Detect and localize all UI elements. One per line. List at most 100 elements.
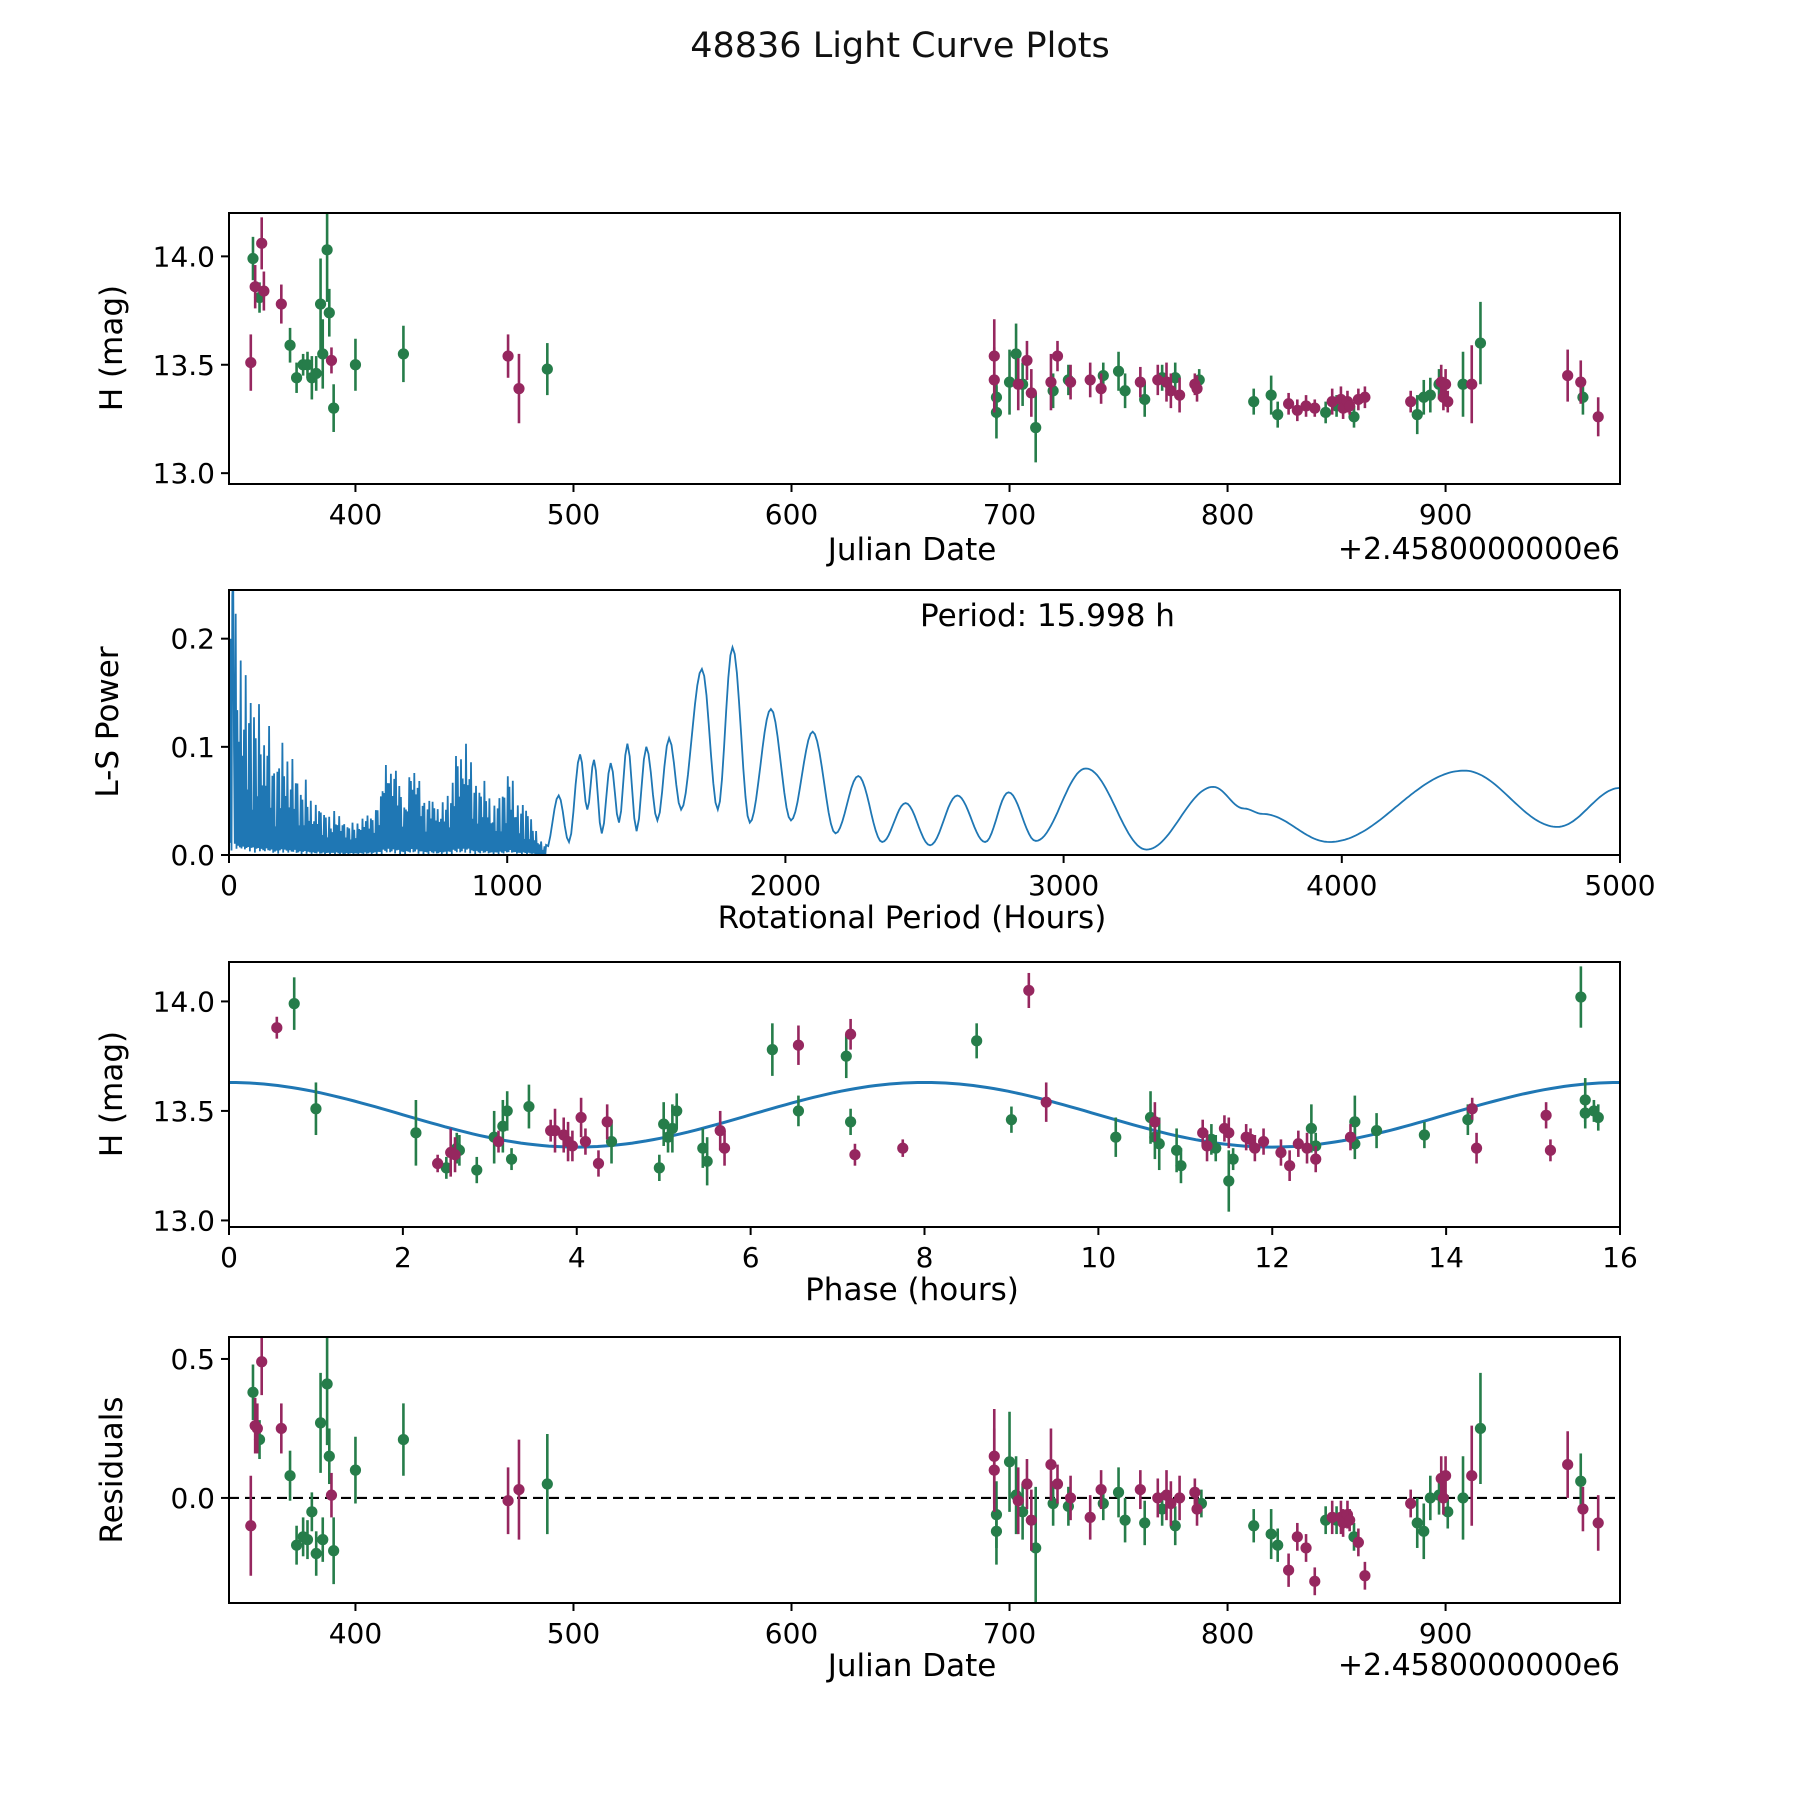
y-tick-label: 14.0: [153, 240, 215, 273]
data-point: [1021, 1478, 1033, 1490]
data-point: [290, 1539, 303, 1551]
y-tick-label: 0.1: [170, 731, 215, 764]
data-point: [1197, 1127, 1209, 1139]
x-tick-label: 400: [329, 1617, 382, 1650]
x-tick-label: 600: [765, 1617, 818, 1650]
data-point: [1544, 1144, 1557, 1156]
x-tick-label: 2000: [750, 869, 821, 902]
y-tick-label: 0.0: [170, 839, 215, 872]
data-point: [666, 1122, 678, 1135]
plot-area: [229, 966, 1620, 1212]
data-point: [1439, 1470, 1452, 1482]
data-point: [1210, 1142, 1222, 1154]
data-point: [1300, 400, 1312, 412]
periodogram-y-axis-label: L-S Power: [90, 646, 126, 798]
data-point: [1309, 1575, 1321, 1587]
data-point: [1470, 1142, 1483, 1154]
data-point: [1326, 1511, 1338, 1523]
data-point: [245, 1520, 257, 1532]
data-point: [1272, 1539, 1284, 1551]
lc-x-axis-offset: +2.4580000000e6: [1337, 532, 1620, 567]
x-tick-label: 4: [568, 1241, 586, 1274]
data-point: [566, 1140, 579, 1152]
data-point: [1249, 1142, 1261, 1154]
data-point: [1189, 1486, 1201, 1498]
data-point: [1462, 1114, 1474, 1126]
x-tick-label: 700: [983, 498, 1036, 531]
data-point: [317, 348, 329, 360]
data-point: [792, 1105, 805, 1117]
data-point: [1248, 396, 1260, 408]
data-point: [310, 1547, 322, 1560]
data-point: [541, 1478, 553, 1490]
data-point: [301, 1534, 314, 1546]
data-point: [671, 1105, 683, 1117]
data-point: [1244, 1133, 1257, 1145]
data-point: [249, 281, 261, 293]
data-point: [1152, 1492, 1164, 1504]
phase-y-axis-label: H (mag): [94, 1030, 130, 1158]
data-point: [323, 307, 335, 319]
data-point: [845, 1028, 857, 1040]
data-point: [1227, 1153, 1239, 1165]
x-tick-label: 14: [1428, 1241, 1464, 1274]
data-point: [256, 1356, 268, 1368]
data-point: [502, 1495, 514, 1507]
scatter-series-purple: [245, 1337, 1604, 1596]
data-point: [1348, 411, 1360, 423]
data-point: [1411, 1517, 1423, 1529]
plot-area: [229, 1337, 1620, 1603]
data-point: [275, 298, 287, 310]
data-point: [766, 1044, 778, 1056]
data-point: [1156, 1503, 1168, 1515]
data-point: [1064, 376, 1077, 388]
x-tick-label: 10: [1081, 1241, 1117, 1274]
x-tick-label: 900: [1419, 1617, 1472, 1650]
data-point: [1173, 389, 1186, 401]
data-point: [256, 237, 268, 249]
data-point: [990, 406, 1003, 419]
data-point: [1025, 387, 1037, 399]
x-tick-label: 500: [547, 498, 600, 531]
data-point: [1223, 1127, 1235, 1139]
data-point: [306, 1506, 318, 1518]
data-point: [328, 402, 340, 414]
x-tick-label: 0: [220, 869, 238, 902]
x-tick-label: 8: [916, 1241, 934, 1274]
residuals-x-axis-label: Julian Date: [827, 1648, 997, 1684]
data-point: [1349, 1116, 1361, 1128]
data-point: [1370, 1125, 1383, 1137]
data-point: [1457, 1492, 1469, 1504]
data-point: [579, 1135, 592, 1148]
data-point: [397, 348, 410, 360]
data-point: [988, 374, 1000, 386]
x-tick-label: 1000: [472, 869, 543, 902]
x-tick-label: 900: [1419, 498, 1472, 531]
data-point: [1562, 1458, 1574, 1471]
data-point: [792, 1039, 805, 1051]
axes-border: [228, 961, 1621, 1228]
data-point: [1112, 1486, 1125, 1498]
data-point: [310, 1103, 322, 1115]
data-point: [325, 1489, 338, 1501]
data-point: [1592, 1111, 1604, 1124]
data-point: [1466, 1470, 1478, 1482]
data-point: [1344, 1514, 1356, 1526]
x-tick-label: 5000: [1584, 869, 1655, 902]
data-point: [1562, 370, 1574, 382]
data-point: [513, 1483, 525, 1496]
data-point: [1025, 1514, 1037, 1526]
model-fit-curve: [229, 1081, 1620, 1149]
residuals-plot: 400 500 600 700 800 900 0.0 0.5: [170, 1336, 1621, 1650]
y-tick-label: 0.5: [170, 1343, 215, 1376]
data-point: [971, 1035, 983, 1047]
data-point: [1326, 396, 1338, 408]
axes-border: [228, 589, 1621, 856]
data-point: [251, 1422, 263, 1435]
data-point: [1265, 389, 1277, 401]
data-point: [1045, 1458, 1057, 1471]
data-point: [1223, 1175, 1235, 1187]
light-curve-plot: 400 500 600 700 800 900 13.0 13.5 14.0: [153, 212, 1621, 531]
data-point: [301, 359, 314, 371]
data-point: [258, 285, 270, 297]
